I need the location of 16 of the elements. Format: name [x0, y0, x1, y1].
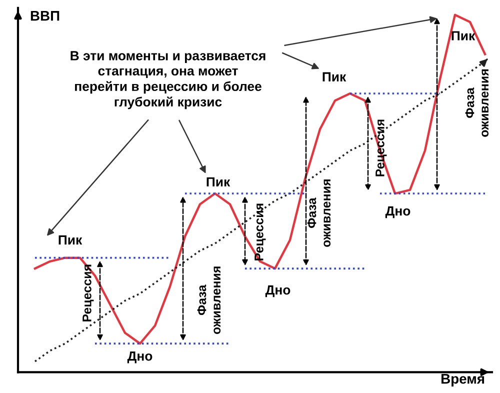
annotation: Рецессия	[82, 264, 94, 322]
annotation: Пик	[58, 235, 82, 244]
annotation: Дно	[127, 351, 152, 364]
annotation: Дно	[265, 285, 290, 298]
annotation: Рецессия	[254, 204, 266, 260]
y-axis-title: ВВП	[30, 11, 60, 21]
annotation: Фаза оживления	[465, 69, 489, 137]
annotation: Пик	[322, 72, 346, 82]
annotation: Фаза оживления	[197, 266, 221, 334]
annotation: Рецессия	[376, 120, 387, 176]
annotation: Пик	[452, 31, 476, 40]
x-axis-title: Время	[442, 374, 484, 386]
annotation: Пик	[206, 177, 230, 186]
annotation: Фаза оживления	[307, 180, 331, 247]
annotation: Дно	[385, 206, 410, 218]
annotation: В эти моменты и развивается стагнация, она может перейти в рецессию и более глубокий кризис	[70, 51, 266, 110]
